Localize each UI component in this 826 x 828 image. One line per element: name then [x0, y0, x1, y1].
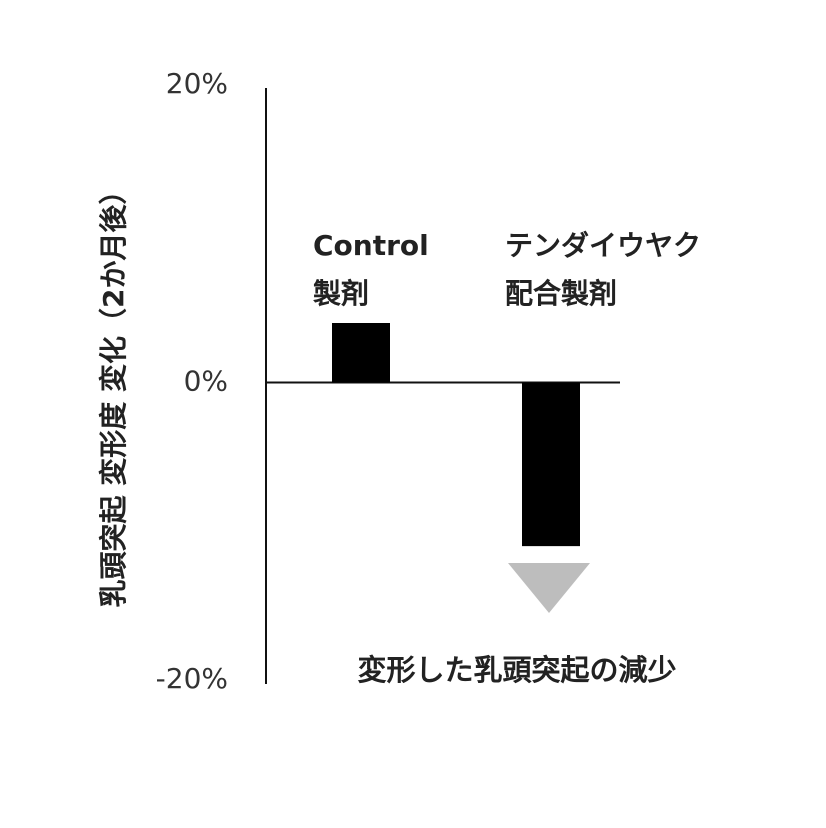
y-tick-label: -20% [156, 662, 228, 695]
bar [522, 382, 580, 547]
decrease-arrow [508, 563, 590, 613]
y-tick-label: 20% [166, 67, 228, 100]
y-axis-label: 乳頭突起 変形度 変化（2か月後） [97, 177, 130, 608]
category-label: テンダイウヤク 配合製剤 [505, 229, 702, 310]
category-label: Control 製剤 [313, 229, 429, 310]
y-tick-label: 0% [184, 365, 228, 398]
bar [332, 323, 390, 383]
annotation: 変形した乳頭突起の減少 [357, 653, 676, 687]
